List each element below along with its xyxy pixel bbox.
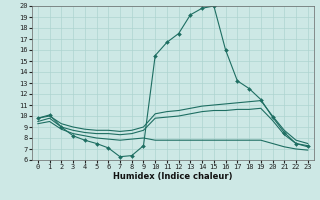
X-axis label: Humidex (Indice chaleur): Humidex (Indice chaleur) — [113, 172, 233, 181]
